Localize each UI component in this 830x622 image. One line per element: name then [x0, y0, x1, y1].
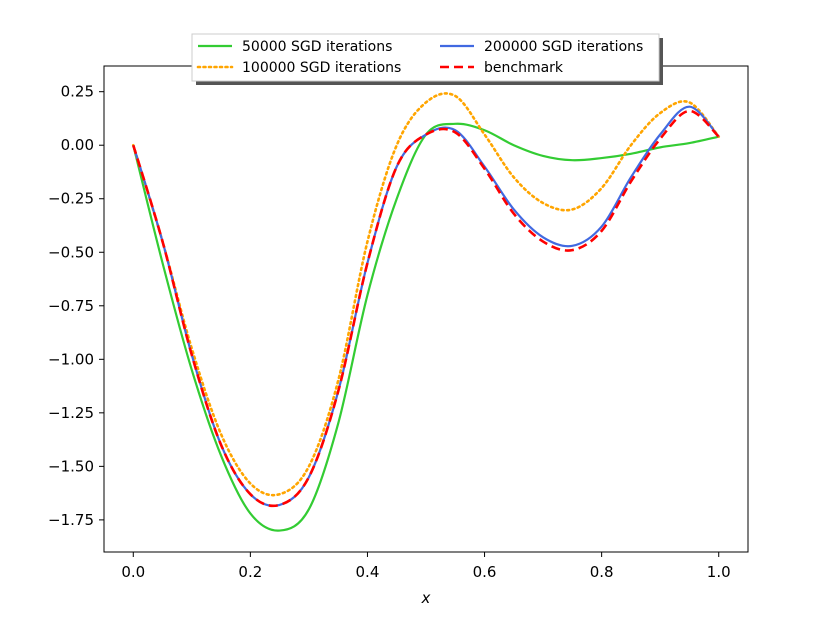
- legend-label-0: 50000 SGD iterations: [242, 39, 392, 55]
- x-tick-label: 0.0: [121, 563, 145, 581]
- y-tick-label: −1.75: [48, 511, 94, 529]
- y-tick-label: 0.25: [61, 83, 94, 101]
- legend-label-2: 200000 SGD iterations: [484, 39, 643, 55]
- y-tick-label: −0.75: [48, 297, 94, 315]
- y-tick-label: −0.50: [48, 243, 94, 261]
- x-tick-label: 0.8: [590, 563, 614, 581]
- legend-label-3: benchmark: [484, 60, 564, 76]
- x-tick-label: 0.2: [238, 563, 262, 581]
- x-axis-ticks: 0.0 0.2 0.4 0.6 0.8 1.0: [121, 552, 731, 581]
- x-tick-label: 1.0: [707, 563, 731, 581]
- legend: 50000 SGD iterations 100000 SGD iteration…: [191, 33, 663, 85]
- legend-label-1: 100000 SGD iterations: [242, 60, 401, 76]
- x-tick-label: 0.6: [473, 563, 497, 581]
- series-line-1: [131, 92, 721, 497]
- x-tick-label: 0.4: [356, 563, 380, 581]
- y-tick-label: −1.25: [48, 404, 94, 422]
- y-tick-label: −0.25: [48, 190, 94, 208]
- y-tick-label: −1.00: [48, 350, 94, 368]
- legend-box: [191, 33, 660, 82]
- x-axis-label: x: [421, 589, 431, 607]
- y-axis-ticks: 0.25 0.00 −0.25 −0.50 −0.75 −1.00 −1.25 −1.50 −1…: [48, 83, 104, 529]
- series-line-0: [132, 122, 719, 532]
- y-tick-label: −1.50: [48, 457, 94, 475]
- plot-lines: [131, 92, 721, 532]
- series-line-3: [132, 109, 720, 508]
- y-tick-label: 0.00: [61, 136, 94, 154]
